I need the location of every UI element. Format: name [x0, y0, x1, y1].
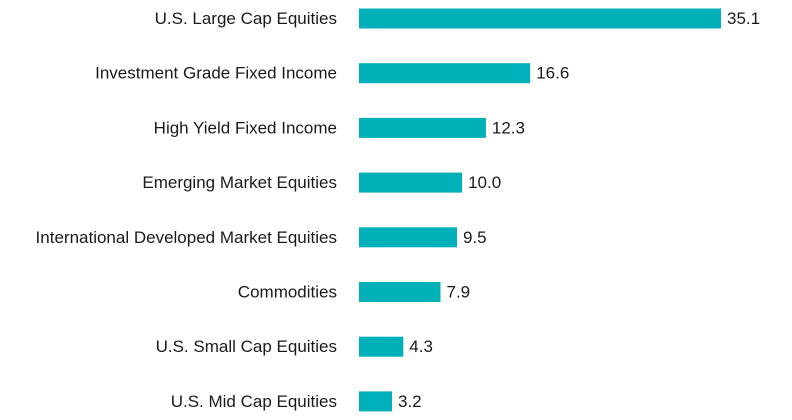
value-labels-group: 35.1 16.6 12.3 10.0 9.5 7.9 4.3 3.2: [398, 9, 760, 411]
value-label: 7.9: [447, 283, 471, 302]
value-label: 16.6: [536, 64, 569, 83]
value-label: 4.3: [409, 337, 433, 356]
bar: [359, 63, 531, 84]
category-label: U.S. Small Cap Equities: [156, 337, 337, 356]
bar: [359, 282, 441, 302]
category-label: Emerging Market Equities: [142, 173, 337, 192]
bars-group: [359, 8, 721, 412]
bar: [359, 391, 392, 412]
value-label: 10.0: [468, 173, 501, 192]
category-label: Commodities: [238, 283, 337, 302]
category-label: Investment Grade Fixed Income: [95, 64, 337, 83]
category-labels-group: U.S. Large Cap Equities Investment Grade …: [36, 9, 337, 411]
bar: [359, 8, 721, 29]
category-label: High Yield Fixed Income: [154, 118, 337, 137]
category-label: U.S. Mid Cap Equities: [171, 392, 337, 411]
value-label: 9.5: [463, 228, 487, 247]
bar: [359, 117, 486, 138]
value-label: 3.2: [398, 392, 422, 411]
value-label: 35.1: [727, 9, 760, 28]
value-label: 12.3: [492, 118, 525, 137]
bar: [359, 227, 457, 248]
bar: [359, 172, 463, 193]
bar: [359, 336, 404, 357]
category-label: U.S. Large Cap Equities: [155, 9, 337, 28]
category-label: International Developed Market Equities: [36, 228, 337, 247]
